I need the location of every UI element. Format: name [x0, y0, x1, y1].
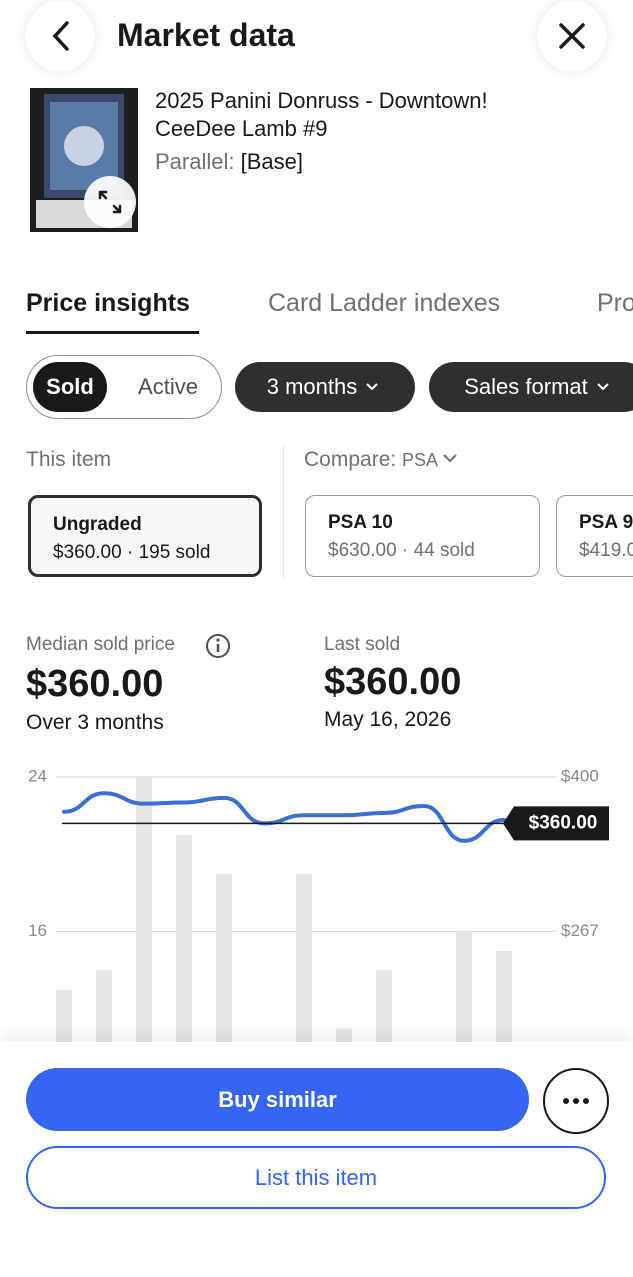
format-filter[interactable]: Sales format	[429, 362, 633, 412]
active-toggle[interactable]: Active	[138, 374, 198, 399]
more-button[interactable]	[543, 1068, 609, 1134]
compare-dropdown[interactable]: Compare: PSA	[304, 448, 462, 472]
item-title: 2025 Panini Donruss - Downtown!	[155, 88, 488, 113]
action-sheet: Buy similar List this item	[0, 1042, 633, 1277]
card-detail: $360.00 · 195 sold	[53, 542, 211, 563]
card-grade: PSA 9	[579, 512, 633, 533]
period-filter[interactable]: 3 months	[235, 362, 415, 412]
sold-toggle[interactable]: Sold	[33, 362, 107, 412]
card-detail: $419.00	[579, 540, 633, 561]
parallel-value: [Base]	[240, 149, 303, 174]
reference-label: $360.00	[529, 812, 598, 833]
tab-underline	[26, 331, 199, 334]
card-grade: Ungraded	[53, 514, 142, 535]
reference-tag	[503, 806, 609, 841]
y2-tick-label: $400	[561, 766, 599, 785]
info-icon[interactable]	[204, 632, 232, 660]
y-tick-label: 24	[28, 766, 47, 785]
compare-label: Compare:	[304, 448, 397, 471]
median-label: Median sold price	[26, 634, 175, 655]
format-label: Sales format	[464, 374, 588, 399]
this-item-label: This item	[26, 448, 112, 471]
divider	[283, 445, 284, 578]
tab-active[interactable]: Price insights	[26, 289, 190, 317]
grade-card[interactable]: PSA 10 $630.00 · 44 sold	[305, 495, 540, 577]
median-period: Over 3 months	[26, 711, 164, 734]
grade-card[interactable]: Ungraded $360.00 · 195 sold	[28, 495, 262, 577]
tab[interactable]: Pro	[597, 289, 633, 317]
tab[interactable]: Card Ladder indexes	[268, 289, 501, 317]
back-button[interactable]	[25, 1, 95, 71]
buy-similar-button[interactable]: Buy similar	[26, 1068, 529, 1131]
close-button[interactable]	[537, 1, 607, 71]
y-tick-label: 16	[28, 921, 47, 940]
item-image[interactable]	[30, 88, 138, 232]
segmented-control	[26, 355, 222, 419]
last-sold-date: May 16, 2026	[324, 708, 452, 731]
price-line	[62, 791, 506, 843]
grade-card[interactable]: PSA 9 $419.00	[556, 495, 633, 577]
list-item-button[interactable]: List this item	[26, 1146, 606, 1209]
last-sold-label: Last sold	[324, 634, 401, 655]
page-title: Market data	[117, 17, 295, 53]
item-subtitle: CeeDee Lamb #9	[155, 116, 328, 141]
median-value: $360.00	[26, 663, 164, 705]
card-grade: PSA 10	[328, 512, 393, 533]
parallel-label: Parallel:	[155, 149, 235, 174]
compare-value: PSA	[402, 450, 439, 470]
y2-tick-label: $267	[561, 921, 599, 940]
card-detail: $630.00 · 44 sold	[328, 540, 475, 561]
period-label: 3 months	[266, 374, 358, 399]
last-sold-value: $360.00	[324, 661, 462, 703]
